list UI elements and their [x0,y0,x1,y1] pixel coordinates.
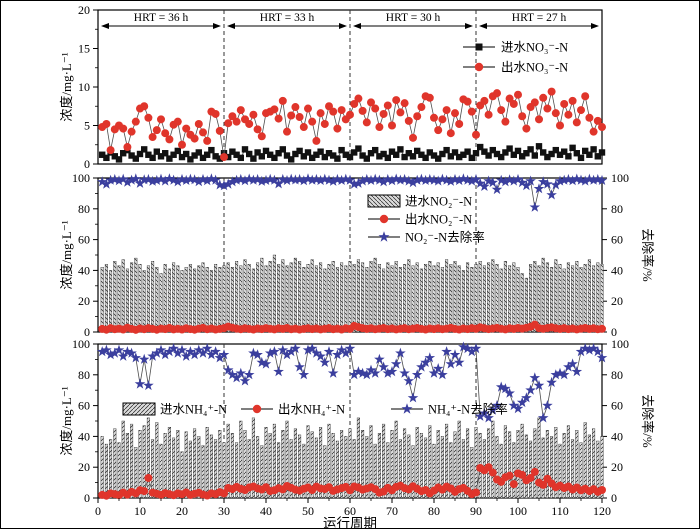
y-axis-label: 浓度/mg·L⁻¹ [59,220,74,289]
series-star [96,173,608,212]
y-tick-label: 20 [78,3,90,17]
y-tick-label: 60 [78,233,90,247]
legend-bar-swatch [367,194,401,208]
star-marker-icon [401,403,413,414]
y-tick-label: 80 [78,368,90,382]
series-bars [100,417,604,499]
x-tick-label: 110 [551,504,569,518]
series-circle [98,87,606,162]
series-square [99,143,606,163]
x-tick-label: 10 [134,504,146,518]
series-circle [98,463,606,500]
hrt-annotation: HRT = 27 h [479,12,599,29]
y-axis-label: 浓度/mg·L⁻¹ [59,52,74,121]
y2-tick-label: 60 [611,233,623,247]
hrt-label: HRT = 30 h [386,12,441,24]
y-tick-label: 100 [72,171,90,185]
arrow-right-icon [465,23,473,29]
hrt-label: HRT = 27 h [512,12,567,24]
x-tick-label: 70 [386,504,398,518]
y2-tick-label: 80 [611,368,623,382]
y2-tick-label: 0 [611,325,617,339]
y-tick-label: 100 [72,337,90,351]
x-tick-label: 100 [509,504,527,518]
hrt-annotation: HRT = 30 h [353,12,473,29]
star-marker-icon [378,231,390,242]
y2-axis-label: 去除率/% [640,394,655,448]
series-star [96,341,608,423]
x-tick-label: 20 [176,504,188,518]
legend-label: NO₂⁻-N去除率 [405,230,485,245]
legend-label: NH₄⁺-N去除率 [428,402,508,417]
series-bars [100,254,604,333]
legend-label: 进水NH₄⁺-N [160,403,227,417]
arrow-right-icon [339,23,347,29]
y-tick-label: 5 [84,119,90,133]
y-tick-label: 60 [78,399,90,413]
y2-tick-label: 20 [611,460,623,474]
series-group [96,173,608,334]
series-circle [98,320,606,334]
y-tick-label: 80 [78,202,90,216]
legend: 进水NO₂⁻-N 出水NO₂⁻-N NO₂⁻-N去除率 [367,194,485,245]
arrow-left-icon [353,23,361,29]
y2-tick-label: 80 [611,202,623,216]
y-tick-label: 0 [84,325,90,339]
x-tick-label: 0 [95,504,101,518]
y-axis-label: 浓度/mg·L⁻¹ [59,386,74,455]
arrow-left-icon [479,23,487,29]
legend: 进水NH₄⁺-N 出水NH₄⁺-N NH₄⁺-N去除率 [122,402,508,417]
y2-axis-label: 去除率/% [640,228,655,282]
y-tick-label: 40 [78,429,90,443]
series-group [98,87,606,163]
x-axis-label: 运行周期 [323,516,377,529]
legend: 进水NO₃⁻-N 出水NO₃⁻-N [463,41,568,75]
y2-tick-label: 100 [611,171,629,185]
hrt-label: HRT = 33 h [260,12,315,24]
y-tick-label: 20 [78,294,90,308]
circle-marker-icon [252,404,262,414]
y-tick-label: 40 [78,263,90,277]
legend-label: 出水NO₃⁻-N [501,61,568,75]
y2-tick-label: 100 [611,337,629,351]
arrow-left-icon [101,23,109,29]
panel-1: 0 20 40 60 80 100 0 20 40 60 80 100 去除率/% 浓度/mg·L⁻¹ 进水… [59,171,655,339]
hrt-annotation: HRT = 36 h [101,12,221,29]
y2-tick-label: 0 [611,491,617,505]
y-tick-label: 15 [78,42,90,56]
arrow-right-icon [591,23,599,29]
legend-label: 进水NO₂⁻-N [405,195,472,209]
x-tick-label: 90 [470,504,482,518]
x-tick-label: 40 [260,504,272,518]
x-tick-label: 60 [344,504,356,518]
y2-tick-label: 20 [611,294,623,308]
x-tick-label: 30 [218,504,230,518]
y2-tick-label: 40 [611,429,623,443]
y-tick-label: 0 [84,157,90,171]
circle-marker-icon [474,62,484,72]
y-tick-label: 0 [84,491,90,505]
legend-label: 出水NH₄⁺-N [278,403,345,417]
hrt-annotation: HRT = 33 h [227,12,347,29]
x-tick-label: 50 [302,504,314,518]
y2-tick-label: 60 [611,399,623,413]
y2-tick-label: 40 [611,263,623,277]
arrow-left-icon [227,23,235,29]
panel-0: 0 5 10 15 20 浓度/mg·L⁻¹ 进水NO₃⁻-N 出水NO₃⁻-N HRT = 3… [59,3,606,171]
legend-bar-swatch [122,402,156,416]
hrt-label: HRT = 36 h [134,12,189,24]
circle-marker-icon [379,214,389,224]
x-tick-label: 80 [428,504,440,518]
legend-label: 出水NO₂⁻-N [405,213,472,227]
series-group [96,341,608,500]
square-marker-icon [475,43,483,51]
legend-label: 进水NO₃⁻-N [501,41,568,55]
x-tick-label: 120 [593,504,611,518]
arrow-right-icon [213,23,221,29]
y-tick-label: 10 [78,80,90,94]
y-tick-label: 20 [78,460,90,474]
